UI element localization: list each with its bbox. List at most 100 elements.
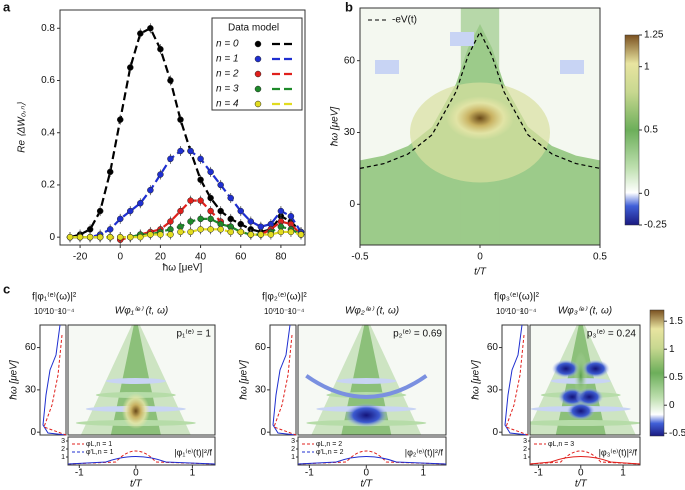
data-point [217, 226, 224, 233]
probability-label: p₃⁽ᵉ⁾ = 0.24 [587, 329, 637, 340]
data-point [147, 231, 154, 238]
data-point [287, 228, 295, 236]
data-point [257, 223, 265, 230]
spectrum-label: f|φ₃⁽ᵉ⁾(ω)|² [494, 292, 540, 303]
strip-tick-label: 2 [523, 446, 527, 453]
x-tick-label: 0 [578, 468, 584, 479]
strip-tick-label: 2 [61, 446, 65, 453]
x-tick-label: 40 [195, 252, 207, 263]
wigner-map [530, 325, 640, 435]
data-point [197, 215, 204, 223]
y-axis-label: ħω [μeV] [239, 360, 250, 400]
y-tick-label: 60 [487, 342, 499, 353]
data-point [137, 30, 144, 37]
data-point [207, 207, 214, 215]
colorbar-tick-label: 0 [644, 188, 650, 199]
y-tick-label: 60 [255, 342, 267, 353]
spectrum-label: f|φ₂⁽ᵉ⁾(ω)|² [262, 292, 307, 303]
spectrum-frame [501, 324, 529, 436]
heatmap-blue [560, 60, 584, 74]
strip-curve [67, 450, 216, 465]
legend-dot [254, 100, 262, 108]
data-point [167, 231, 174, 238]
panel-label: a [3, 0, 11, 14]
x-tick-label: 0 [117, 252, 123, 263]
strip-tick-label: 1 [523, 454, 527, 461]
strip-frame [529, 436, 641, 466]
strip-curve [529, 456, 641, 465]
heatmap-core [446, 96, 514, 141]
ev-curve [359, 30, 601, 169]
spectrum-curve [42, 324, 67, 436]
x-tick-label: 1 [190, 468, 196, 479]
data-point [76, 233, 84, 241]
spectrum-curve [505, 334, 529, 436]
spectrum-tick-label: 10⁰ [34, 307, 46, 316]
map-ripple [336, 378, 397, 384]
legend-label: n = 3 [216, 84, 239, 95]
data-point [177, 228, 184, 236]
spectrum-tick-label: 10⁻² [507, 307, 523, 316]
y-tick-label: 30 [25, 385, 37, 396]
strip-curve [297, 456, 447, 465]
data-point [197, 176, 204, 183]
strip-tick-label: 3 [291, 438, 295, 445]
data-point [137, 199, 144, 207]
spectrum-label: f|φ₁⁽ᵉ⁾(ω)|² [32, 292, 77, 303]
colorbar-tick-label: 1 [669, 344, 675, 355]
x-tick-label: 60 [235, 252, 247, 263]
colorbar-tick-label: 1 [644, 61, 650, 72]
heatmap-blue [450, 32, 474, 46]
data-point [287, 213, 295, 220]
strip-tick-label: 1 [61, 454, 65, 461]
colorbar-tick-label: 1.5 [669, 316, 683, 327]
x-tick-label: -1 [534, 468, 543, 479]
data-point [86, 233, 94, 241]
legend-label: -eV(t) [392, 15, 417, 26]
data-point [297, 231, 305, 238]
map-core [573, 351, 588, 400]
y-tick-label: 0.6 [41, 75, 55, 86]
data-point [237, 207, 244, 215]
data-point [247, 218, 255, 225]
legend-label: n = 1 [216, 54, 239, 65]
legend-label: n = 0 [216, 39, 239, 50]
data-point [86, 226, 94, 233]
x-tick-label: -1 [305, 468, 314, 479]
map-ripple [105, 378, 166, 384]
spectrum-tick-label: 10⁻⁴ [58, 307, 75, 316]
map-ripple [530, 420, 640, 426]
data-point [167, 218, 174, 225]
x-tick-label: 0.5 [593, 252, 607, 263]
map-arc [305, 374, 428, 399]
data-point [106, 226, 114, 233]
x-axis-label: t/T [474, 267, 487, 278]
data-point [127, 233, 134, 241]
data-point [207, 215, 214, 223]
probability-label: p₂⁽ᵉ⁾ = 0.69 [393, 329, 442, 340]
colorbar-tick-label: 0.5 [644, 125, 658, 136]
colorbar-tick-label: 0.5 [669, 372, 683, 383]
data-point [227, 228, 234, 236]
x-axis-label: t/T [360, 479, 373, 490]
x-tick-label: 0 [477, 252, 483, 263]
y-axis-label: ħω [μeV] [9, 360, 20, 400]
data-point [167, 155, 174, 163]
strip-label: |φ₂⁽ᵉ⁾(t)|²/f [405, 447, 444, 457]
strip-curve [529, 450, 641, 465]
data-point [127, 207, 134, 215]
heatmap-blue [375, 60, 399, 74]
heatmap [360, 8, 600, 245]
wigner-map [68, 325, 215, 435]
strip-label: |φ₁⁽ᵉ⁾(t)|²/f [174, 447, 212, 457]
strip-tick-label: 1 [291, 454, 295, 461]
plot-frame [59, 9, 306, 246]
x-tick-label: 1 [620, 468, 626, 479]
map-blue [551, 359, 580, 378]
y-axis-label: ħω [μeV] [471, 360, 482, 400]
y-tick-label: 0 [349, 199, 355, 210]
x-axis-label: ħω [μeV] [163, 263, 203, 274]
y-tick-label: 0.2 [41, 180, 55, 191]
x-tick-label: 0 [364, 468, 370, 479]
wigner-title: Wφ₃⁽ᵉ⁾ (t, ω) [558, 306, 612, 317]
